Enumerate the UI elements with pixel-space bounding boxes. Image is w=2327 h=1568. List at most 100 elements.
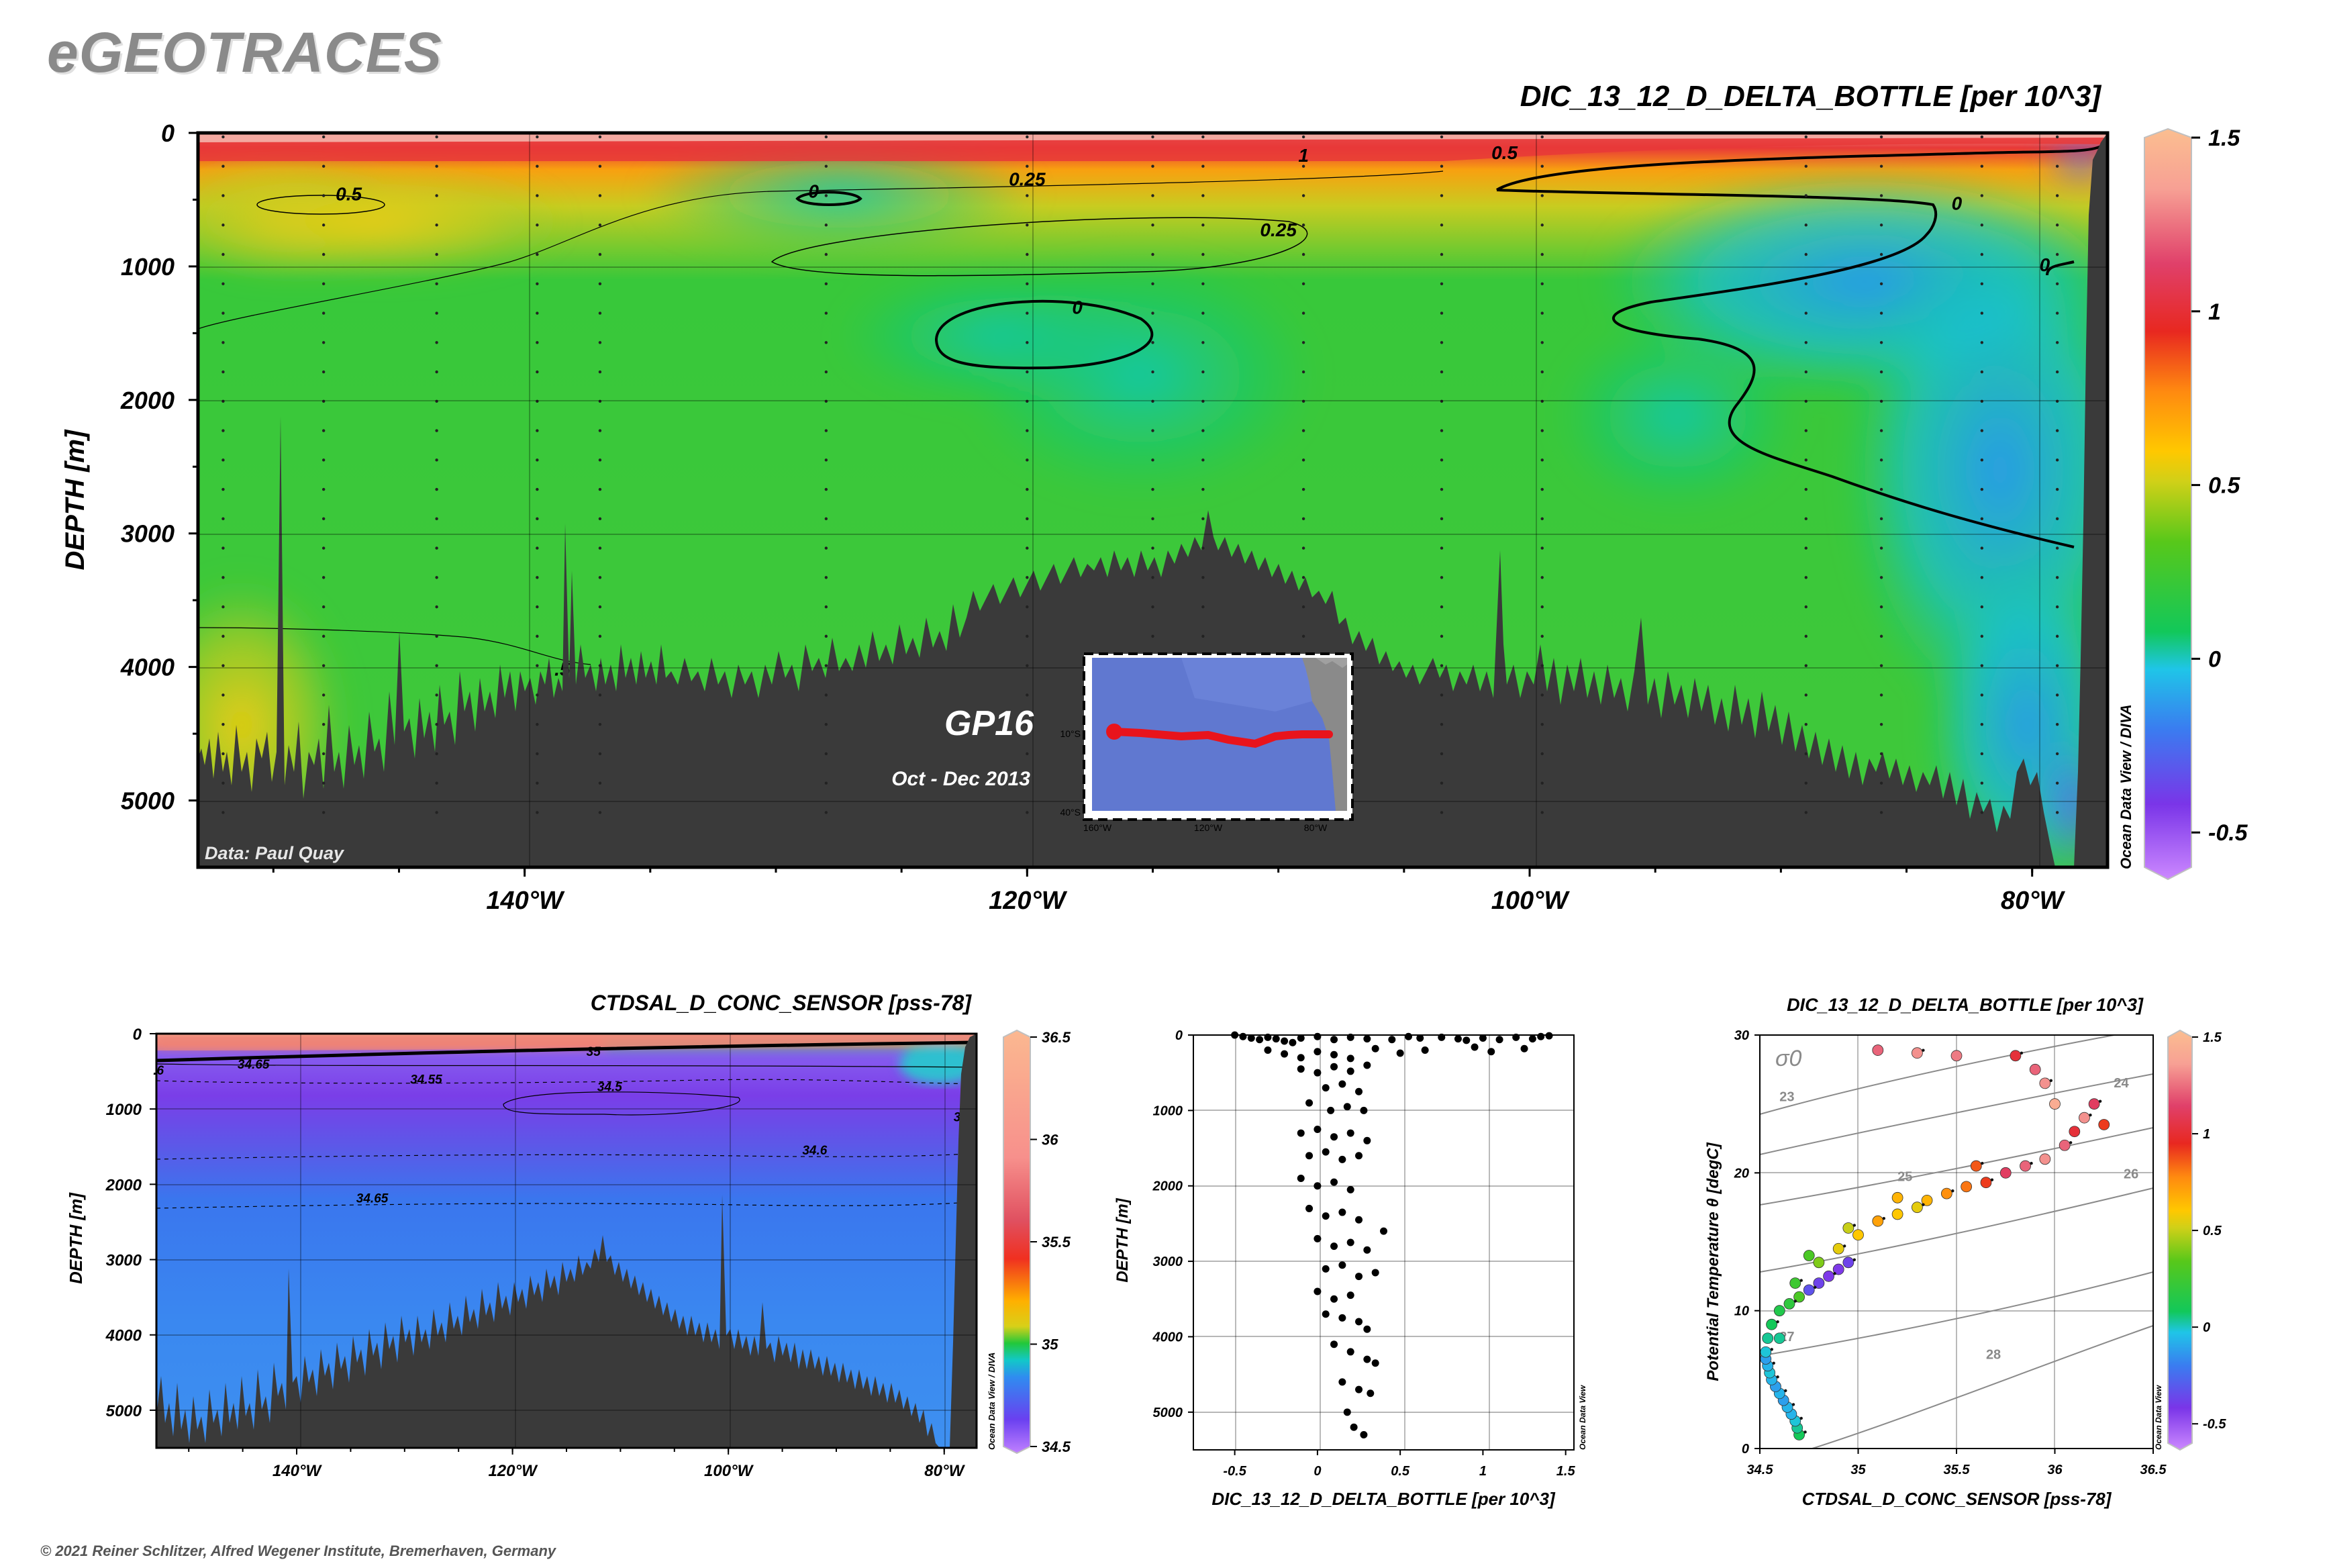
profile-point [1281,1050,1289,1058]
profile-point [1346,1055,1354,1063]
station-sample-dot [598,693,602,697]
profile-xtick-label: -0.5 [1223,1464,1246,1479]
station-sample-dot [321,311,326,315]
profile-point [1404,1032,1412,1040]
station-sample-dot [1980,282,1984,285]
station-sample-dot [1201,252,1205,256]
ts-sample-dot [1852,1224,1856,1227]
ts-point [1803,1250,1815,1261]
station-sample-dot [1440,399,1444,403]
station-sample-dot [1804,429,1808,432]
ts-point [1891,1191,1903,1204]
ts-point [1832,1242,1844,1255]
cruise-label: GP16 [944,704,1034,743]
station-sample-dot [1980,224,1984,227]
inset-map: 10°S 40°S 160°W 120°W 80°W [1060,652,1354,833]
station-sample-dot [1151,164,1154,168]
station-sample-dot [1879,576,1883,579]
station-sample-dot [1440,458,1444,462]
station-sample-dot [536,311,539,315]
station-sample-dot [824,487,828,491]
station-sample-dot [1201,370,1205,374]
salinity-ytick-labels: 0 1000 2000 3000 4000 5000 [105,1026,142,1420]
main-xtick-label: 140°W [486,887,565,915]
profile-xtick-label: 1.5 [1556,1464,1576,1479]
station-sample-dot [1301,429,1305,432]
profile-point [1454,1035,1462,1043]
profile-point [1396,1049,1404,1057]
copyright-text: © 2021 Reiner Schlitzer, Alfred Wegener … [40,1542,556,1559]
station-sample-dot [598,811,602,814]
profile-ytick-label: 1000 [1153,1104,1183,1118]
profile-point [1355,1273,1363,1281]
station-sample-dot [1879,458,1883,462]
salinity-ylabel: DEPTH [m] [66,1192,86,1284]
station-sample-dot [321,546,326,550]
station-sample-dot [221,341,225,344]
station-sample-dot [221,517,225,521]
salinity-colorbar: 34.5 35 35.5 36 36.5 [1003,1029,1071,1455]
station-sample-dot [824,458,828,462]
station-sample-dot [1026,135,1029,139]
station-sample-dot [1301,370,1305,374]
station-sample-dot [1440,341,1444,344]
main-ytick-label: 2000 [120,387,175,414]
station-sample-dot [1879,399,1883,403]
station-sample-dot [1440,693,1444,697]
station-sample-dot [2055,664,2059,667]
station-sample-dot [2055,224,2059,227]
station-sample-dot [221,429,225,432]
ts-tick-marks [1754,1034,2154,1454]
station-sample-dot [1980,576,1984,579]
station-sample-dot [1879,664,1883,667]
station-sample-dot [1151,252,1154,256]
station-sample-dot [435,664,438,667]
station-sample-dot [1026,752,1029,756]
station-sample-dot [1201,458,1205,462]
ts-watermark: Ocean Data View [2154,1385,2163,1450]
station-sample-dot [1879,487,1883,491]
profile-point [1314,1032,1322,1040]
station-sample-dot [1879,517,1883,521]
station-sample-dot [221,370,225,374]
station-sample-dot [1540,605,1544,609]
ts-point [1872,1215,1884,1227]
profile-point [1239,1032,1247,1040]
station-sample-dot [2055,194,2059,197]
ts-point [1842,1222,1854,1234]
profile-point [1322,1084,1330,1092]
ts-isopycnal-label: 24 [2114,1076,2129,1091]
station-sample-dot [1980,722,1984,726]
station-sample-dot [1540,487,1544,491]
station-sample-dot [1879,370,1883,374]
main-tick-marks [189,132,2034,877]
station-sample-dot [321,224,326,227]
salinity-ytick-label: 4000 [105,1327,142,1345]
ts-xlabel: CTDSAL_D_CONC_SENSOR [pss-78] [1802,1489,2112,1509]
ts-sample-dot [1799,1416,1803,1420]
profile-ytick-labels: 0 1000 2000 3000 4000 5000 [1152,1028,1183,1420]
station-sample-dot [536,487,539,491]
ts-point [1813,1257,1825,1269]
salinity-colorbar-label: 36 [1042,1132,1058,1148]
station-sample-dot [598,458,602,462]
salinity-xtick-labels: 140°W 120°W 100°W 80°W [273,1462,966,1480]
station-sample-dot [1540,458,1544,462]
profile-point [1314,1125,1322,1133]
profile-point [1346,1238,1354,1246]
ts-sample-dot [2030,1161,2033,1165]
station-sample-dot [321,341,326,344]
station-sample-dot [1151,517,1154,521]
station-sample-dot [1201,634,1205,638]
station-sample-dot [1151,487,1154,491]
ts-point [1760,1346,1772,1358]
station-sample-dot [2055,164,2059,168]
station-sample-dot [321,811,326,814]
station-sample-dot [1804,693,1808,697]
station-sample-dot [1804,576,1808,579]
station-sample-dot [598,546,602,550]
main-ylabel: DEPTH [m] [60,429,90,571]
station-sample-dot [536,634,539,638]
ts-gridlines [1760,1035,2153,1449]
